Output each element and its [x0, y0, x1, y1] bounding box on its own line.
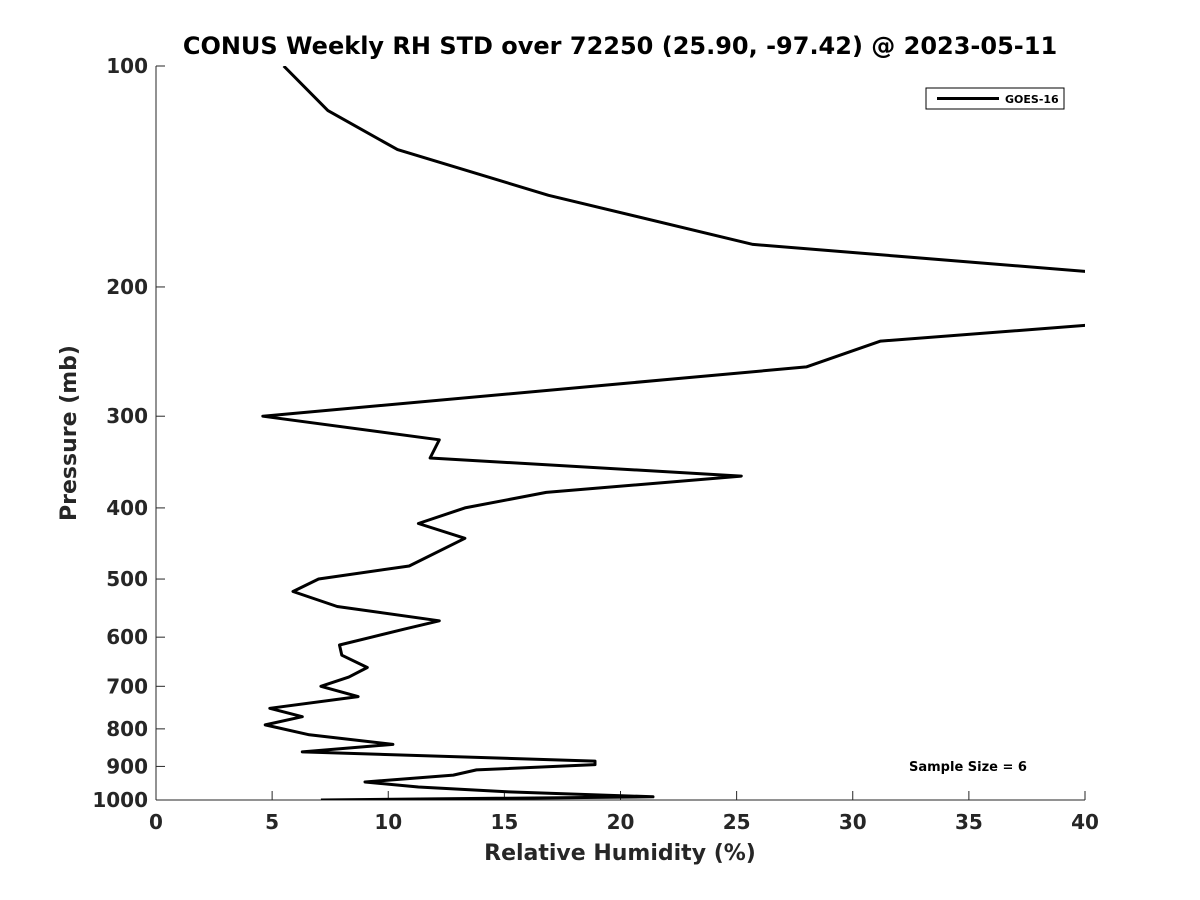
x-tick-label: 0: [149, 810, 163, 834]
y-tick-label: 200: [106, 275, 148, 299]
x-tick-label: 40: [1071, 810, 1099, 834]
x-ticks: 0 5 10 15 20 25 30 35 40: [149, 791, 1099, 834]
x-tick-label: 30: [839, 810, 867, 834]
chart-title: CONUS Weekly RH STD over 72250 (25.90, -…: [183, 32, 1057, 60]
x-tick-label: 10: [374, 810, 402, 834]
x-tick-label: 15: [490, 810, 518, 834]
y-ticks: 100 200 300 400 500 600 700 800 900 1000: [92, 54, 165, 812]
y-tick-label: 800: [106, 717, 148, 741]
y-tick-label: 100: [106, 54, 148, 78]
series-line-goes-16: [261, 66, 1085, 800]
legend-label: GOES-16: [1005, 93, 1059, 106]
y-tick-label: 400: [106, 496, 148, 520]
y-axis-label: Pressure (mb): [57, 345, 82, 521]
legend: GOES-16: [925, 87, 1065, 110]
x-axis-label: Relative Humidity (%): [484, 841, 756, 866]
y-tick-label: 700: [106, 674, 148, 698]
x-tick-label: 25: [723, 810, 751, 834]
sample-size-annotation: Sample Size = 6: [909, 760, 1027, 775]
y-tick-label: 1000: [92, 788, 148, 812]
y-tick-label: 300: [106, 404, 148, 428]
y-tick-label: 600: [106, 625, 148, 649]
x-tick-label: 35: [955, 810, 983, 834]
x-tick-label: 20: [607, 810, 635, 834]
y-tick-label: 900: [106, 754, 148, 778]
x-tick-label: 5: [265, 810, 279, 834]
y-tick-label: 500: [106, 567, 148, 591]
axes: [155, 66, 1085, 801]
